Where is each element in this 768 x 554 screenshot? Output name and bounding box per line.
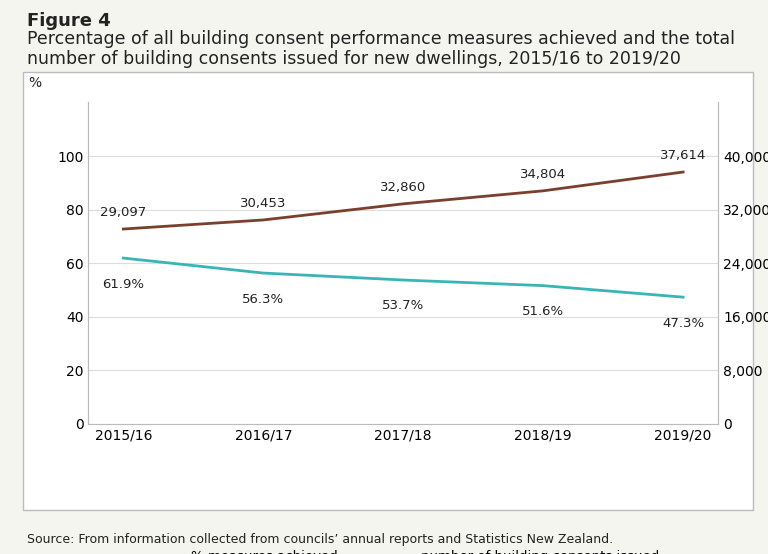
Text: 34,804: 34,804 <box>520 168 566 181</box>
Text: 47.3%: 47.3% <box>662 316 704 330</box>
Text: 32,860: 32,860 <box>380 181 426 194</box>
Text: number of building consents issued for new dwellings, 2015/16 to 2019/20: number of building consents issued for n… <box>27 50 680 68</box>
Text: %: % <box>28 76 41 90</box>
Text: 53.7%: 53.7% <box>382 300 425 312</box>
Text: 61.9%: 61.9% <box>102 278 144 290</box>
Text: 30,453: 30,453 <box>240 197 286 210</box>
Text: 56.3%: 56.3% <box>242 293 284 305</box>
Text: 37,614: 37,614 <box>660 149 707 162</box>
Text: Source: From information collected from councils’ annual reports and Statistics : Source: From information collected from … <box>27 533 613 546</box>
Text: Percentage of all building consent performance measures achieved and the total: Percentage of all building consent perfo… <box>27 30 735 48</box>
Legend: % measures achieved
(left hand scale), number of building consents issued
(right: % measures achieved (left hand scale), n… <box>141 543 666 554</box>
Text: Figure 4: Figure 4 <box>27 12 111 30</box>
Text: 29,097: 29,097 <box>100 206 147 219</box>
Text: 51.6%: 51.6% <box>522 305 564 318</box>
